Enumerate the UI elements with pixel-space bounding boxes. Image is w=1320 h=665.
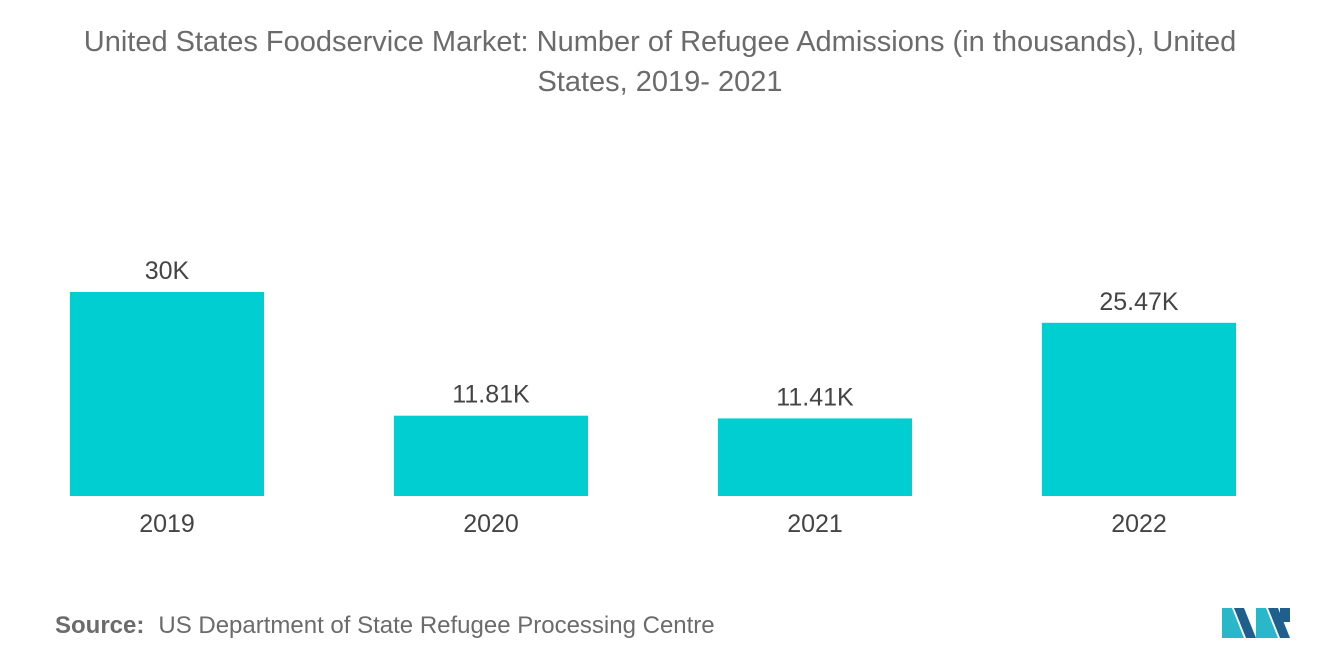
source-label: Source:	[55, 612, 145, 639]
bar-2022	[1042, 322, 1236, 496]
mordor-intelligence-logo-icon	[1222, 608, 1290, 638]
chart-title: United States Foodservice Market: Number…	[0, 22, 1320, 102]
data-label-2020: 11.81K	[452, 381, 530, 409]
x-tick-label-2020: 2020	[463, 510, 519, 538]
source-note: Source: US Department of State Refugee Pr…	[55, 612, 715, 640]
data-label-2019: 30K	[145, 257, 190, 285]
chart-title-line-2: States, 2019- 2021	[537, 66, 783, 98]
data-label-2021: 11.41K	[776, 383, 854, 411]
bar-2021	[718, 418, 912, 496]
bar-2020	[394, 415, 588, 496]
bar-2019	[70, 292, 264, 496]
source-text: US Department of State Refugee Processin…	[158, 612, 715, 639]
bar-chart: 30K 2019 11.81K 2020 11.41K 2021 25.47K 2022	[70, 257, 1236, 538]
data-label-2022: 25.47K	[1099, 288, 1179, 316]
x-tick-label-2022: 2022	[1111, 510, 1167, 538]
x-tick-label-2021: 2021	[787, 510, 843, 538]
chart-title-line-1: United States Foodservice Market: Number…	[83, 26, 1237, 58]
x-tick-label-2019: 2019	[139, 510, 195, 538]
